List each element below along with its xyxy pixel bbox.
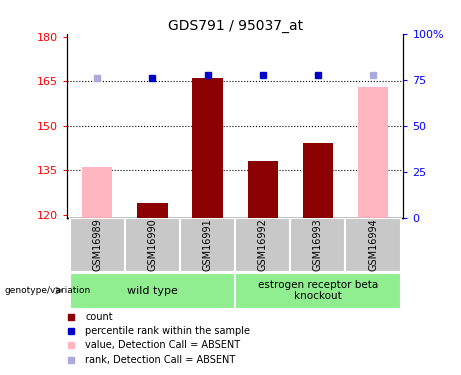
Bar	[290, 217, 345, 272]
Bar	[180, 217, 235, 272]
Bar	[248, 161, 278, 218]
Bar	[192, 78, 223, 218]
Text: wild type: wild type	[127, 286, 178, 296]
Text: rank, Detection Call = ABSENT: rank, Detection Call = ABSENT	[85, 355, 236, 364]
Bar	[358, 87, 388, 218]
Bar	[303, 143, 333, 218]
Bar	[137, 202, 167, 217]
Text: GSM16994: GSM16994	[368, 218, 378, 271]
Title: GDS791 / 95037_at: GDS791 / 95037_at	[167, 19, 303, 33]
Text: value, Detection Call = ABSENT: value, Detection Call = ABSENT	[85, 340, 240, 350]
Text: GSM16989: GSM16989	[92, 218, 102, 271]
Bar	[235, 273, 401, 309]
Bar	[70, 273, 235, 309]
Text: count: count	[85, 312, 113, 322]
Text: GSM16992: GSM16992	[258, 218, 268, 271]
Text: percentile rank within the sample: percentile rank within the sample	[85, 326, 250, 336]
Bar	[82, 167, 112, 217]
Bar	[125, 217, 180, 272]
Bar	[70, 217, 125, 272]
Text: GSM16990: GSM16990	[148, 218, 157, 271]
Text: GSM16991: GSM16991	[202, 218, 213, 271]
Bar	[345, 217, 401, 272]
Text: estrogen receptor beta
knockout: estrogen receptor beta knockout	[258, 280, 378, 302]
Text: genotype/variation: genotype/variation	[5, 286, 91, 295]
Bar	[235, 217, 290, 272]
Text: GSM16993: GSM16993	[313, 218, 323, 271]
